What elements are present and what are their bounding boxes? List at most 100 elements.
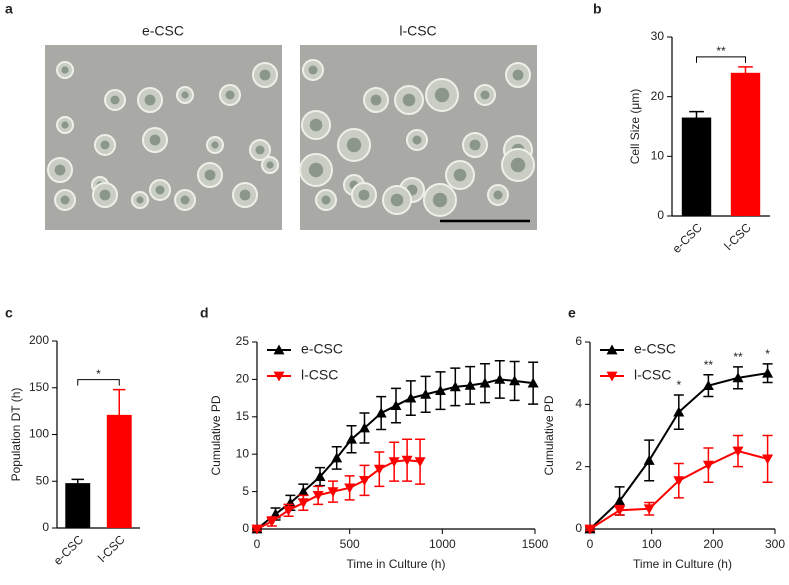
marker	[390, 400, 402, 410]
cell-nucleus	[144, 94, 156, 106]
y-tick-label: 200	[29, 333, 49, 347]
cell-nucleus	[358, 189, 370, 201]
cell-nucleus	[61, 66, 69, 74]
x-tick-label: l-CSC	[95, 532, 128, 565]
cell-nucleus	[453, 168, 467, 182]
y-tick-label: 4	[575, 397, 582, 411]
marker	[273, 371, 285, 382]
cell-nucleus	[100, 140, 110, 150]
marker	[479, 377, 491, 388]
marker	[414, 457, 426, 468]
x-tick-label: 1500	[522, 537, 549, 551]
cell-nucleus	[204, 169, 216, 181]
image-label: e-CSC	[142, 23, 184, 39]
significance: *	[96, 367, 101, 381]
marker	[405, 392, 417, 403]
x-axis-label: Time in Culture (h)	[633, 557, 732, 571]
cell-nucleus	[469, 139, 481, 151]
cell-nucleus	[432, 192, 448, 208]
marker	[732, 372, 744, 383]
cell-nucleus	[493, 190, 503, 200]
x-tick-label: 0	[254, 537, 261, 551]
marker	[297, 486, 309, 496]
cell-nucleus	[480, 90, 490, 100]
y-tick-label: 0	[575, 521, 582, 535]
marker	[420, 388, 432, 399]
marker	[614, 505, 626, 516]
x-tick-label: 500	[340, 537, 360, 551]
legend-label: l-CSC	[301, 367, 338, 383]
cell-nucleus	[259, 69, 271, 81]
cell-nucleus	[60, 195, 70, 205]
x-tick-label: 1000	[429, 537, 456, 551]
bar	[65, 483, 91, 528]
marker	[358, 475, 370, 486]
cell-nucleus	[54, 164, 66, 176]
panel-letter: c	[5, 305, 13, 321]
bar	[681, 117, 712, 216]
marker	[584, 524, 596, 535]
cell-nucleus	[266, 161, 274, 169]
y-tick-label: 25	[236, 334, 250, 348]
cell-nucleus	[155, 185, 165, 195]
error-bar	[738, 66, 753, 80]
legend-label: e-CSC	[301, 341, 343, 357]
marker	[702, 460, 714, 471]
y-tick-label: 0	[42, 520, 49, 534]
marker	[358, 422, 370, 433]
marker	[327, 487, 339, 498]
marker	[762, 367, 774, 378]
marker	[346, 433, 358, 444]
cell-nucleus	[149, 134, 161, 146]
marker	[375, 407, 387, 418]
cell-nucleus	[434, 87, 450, 103]
marker	[643, 454, 655, 465]
cell-nucleus	[370, 94, 382, 106]
y-tick-label: 0	[242, 521, 249, 535]
marker	[312, 490, 324, 501]
cell-nucleus	[308, 65, 318, 75]
marker	[434, 385, 446, 396]
y-tick-label: 20	[651, 89, 665, 103]
marker	[762, 454, 774, 465]
y-tick-label: 15	[236, 409, 250, 423]
marker	[527, 377, 539, 388]
x-tick-label: 300	[765, 537, 785, 551]
y-tick-label: 10	[651, 149, 665, 163]
y-axis-label: Cumulative PD	[542, 395, 556, 475]
cell-nucleus	[99, 189, 111, 201]
significance: *	[765, 347, 770, 361]
y-tick-label: 150	[29, 380, 49, 394]
significance-bracket	[696, 56, 746, 63]
x-tick-label: e-CSC	[669, 220, 705, 256]
marker	[643, 504, 655, 515]
x-tick-label: e-CSC	[51, 532, 87, 568]
legend-label: e-CSC	[634, 341, 676, 357]
cell-nucleus	[390, 193, 404, 207]
marker	[449, 381, 461, 392]
significance-bracket	[77, 379, 120, 386]
marker	[283, 505, 295, 516]
cell-nucleus	[309, 118, 323, 132]
bar	[730, 72, 761, 216]
cell-nucleus	[225, 90, 235, 100]
marker	[297, 498, 309, 509]
cell-nucleus	[321, 195, 331, 205]
marker	[401, 455, 413, 466]
y-tick-label: 100	[29, 427, 49, 441]
image-label: l-CSC	[399, 23, 436, 39]
marker	[673, 406, 685, 417]
error-bar	[689, 110, 704, 125]
marker	[614, 495, 626, 506]
marker	[464, 379, 476, 390]
y-axis-label: Cumulative PD	[209, 395, 223, 475]
y-tick-label: 50	[36, 473, 50, 487]
marker	[273, 344, 285, 355]
marker	[251, 524, 263, 535]
panel-letter: b	[593, 1, 602, 17]
significance: **	[716, 44, 726, 58]
significance: **	[704, 358, 714, 372]
marker	[494, 373, 506, 384]
